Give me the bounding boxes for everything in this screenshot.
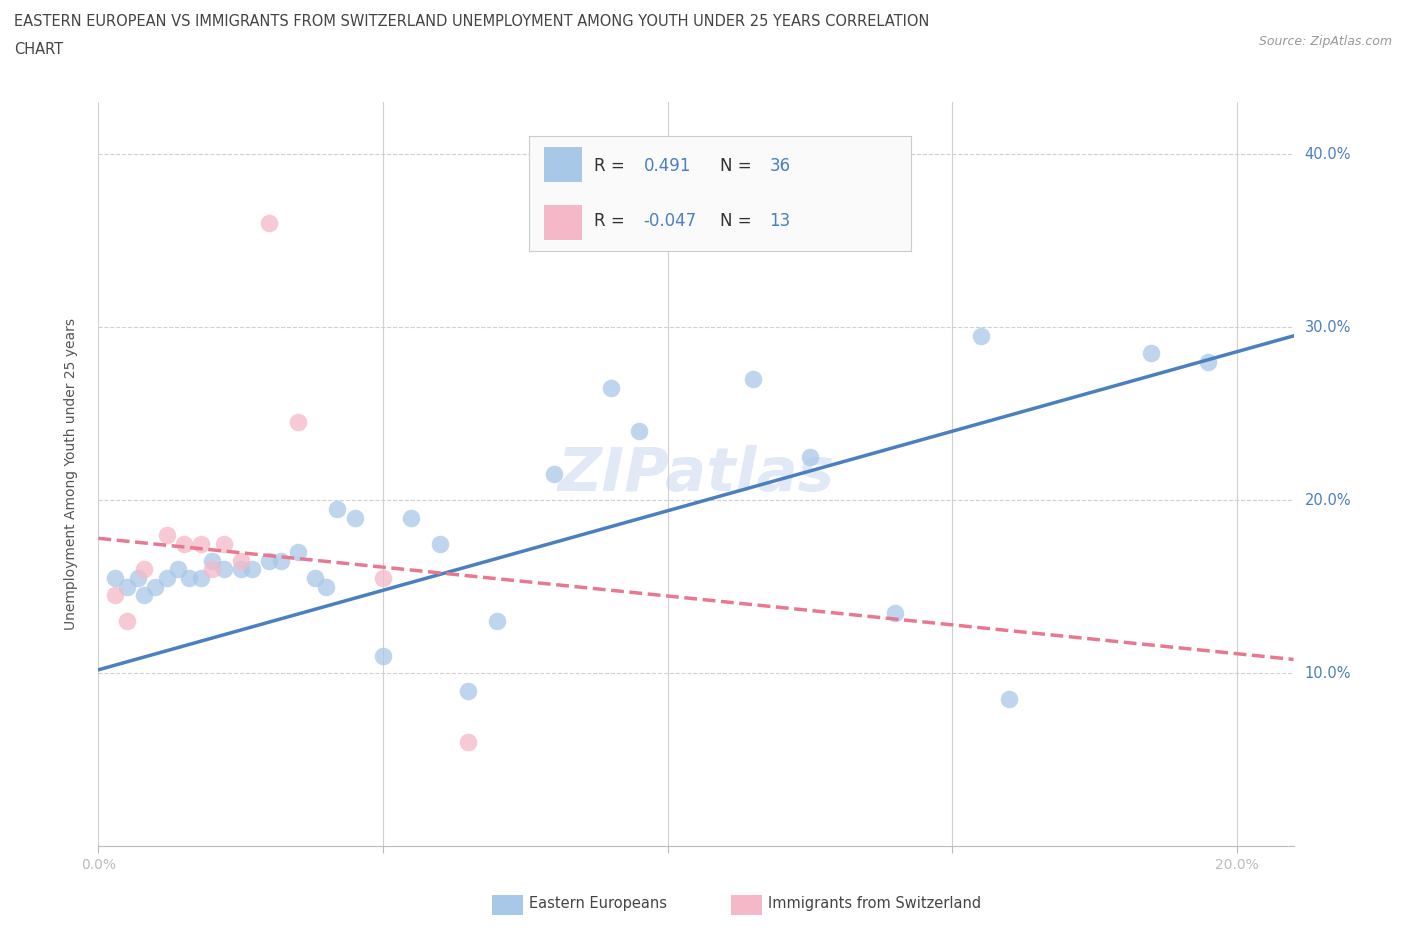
Point (190, 571, 212, 586)
Point (212, 536, 235, 551)
Point (229, 562, 252, 577)
Point (543, 467, 565, 482)
Text: EASTERN EUROPEAN VS IMMIGRANTS FROM SWITZERLAND UNEMPLOYMENT AMONG YOUTH UNDER 2: EASTERN EUROPEAN VS IMMIGRANTS FROM SWIT… (14, 14, 929, 29)
Point (343, 511, 366, 525)
Point (179, 571, 201, 586)
Point (115, 579, 138, 594)
Point (127, 571, 149, 586)
Point (371, 571, 394, 586)
Point (485, 614, 508, 629)
Point (212, 562, 235, 577)
Point (1140, 346, 1163, 361)
Text: 30.0%: 30.0% (1305, 320, 1351, 335)
Point (167, 562, 190, 577)
Text: 40.0%: 40.0% (1305, 147, 1351, 162)
Text: -0.047: -0.047 (644, 212, 696, 230)
Point (143, 579, 166, 594)
Text: 0.491: 0.491 (644, 157, 690, 175)
Point (1197, 354, 1219, 369)
Point (628, 423, 651, 438)
Text: 10.0%: 10.0% (1305, 666, 1351, 681)
Point (132, 562, 155, 577)
Point (287, 545, 309, 560)
Point (969, 328, 991, 343)
Text: N =: N = (720, 157, 756, 175)
Point (315, 579, 337, 594)
Text: Source: ZipAtlas.com: Source: ZipAtlas.com (1258, 35, 1392, 48)
Point (998, 692, 1021, 707)
Point (270, 553, 292, 568)
Point (401, 511, 423, 525)
Text: 20.0%: 20.0% (1305, 493, 1351, 508)
Point (173, 536, 195, 551)
Text: Eastern Europeans: Eastern Europeans (529, 897, 666, 911)
Point (201, 553, 224, 568)
Point (156, 527, 179, 542)
Point (429, 536, 451, 551)
Point (240, 562, 263, 577)
Point (287, 415, 309, 430)
Text: N =: N = (720, 212, 756, 230)
Point (104, 571, 127, 586)
Text: R =: R = (593, 157, 630, 175)
Point (257, 216, 280, 231)
Bar (544, 205, 582, 240)
Point (884, 605, 907, 620)
Point (156, 571, 179, 586)
Text: CHART: CHART (14, 42, 63, 57)
Point (132, 588, 155, 603)
Bar (544, 147, 582, 182)
Text: R =: R = (593, 212, 630, 230)
Point (371, 648, 394, 663)
Point (304, 571, 326, 586)
Text: Immigrants from Switzerland: Immigrants from Switzerland (768, 897, 981, 911)
Y-axis label: Unemployment Among Youth under 25 years: Unemployment Among Youth under 25 years (63, 318, 77, 631)
Point (457, 684, 479, 698)
Point (799, 449, 821, 464)
Point (190, 536, 212, 551)
Point (104, 588, 127, 603)
Text: ZIPatlas: ZIPatlas (557, 445, 835, 504)
Point (741, 372, 763, 387)
Point (685, 233, 707, 248)
Point (599, 380, 621, 395)
Point (229, 553, 252, 568)
Point (457, 735, 479, 750)
Point (257, 553, 280, 568)
Text: 13: 13 (769, 212, 790, 230)
Point (326, 501, 349, 516)
Text: 36: 36 (769, 157, 790, 175)
Point (201, 562, 224, 577)
Point (115, 614, 138, 629)
